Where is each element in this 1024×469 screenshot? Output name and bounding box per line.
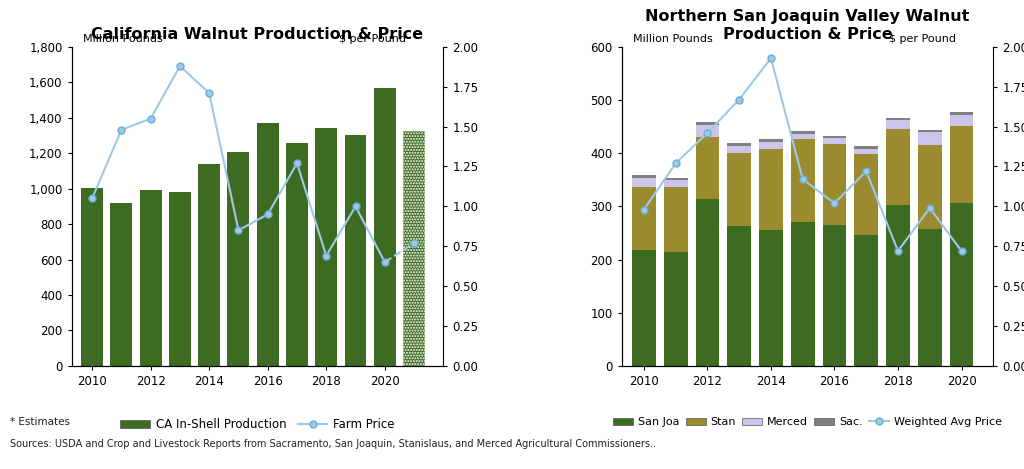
Bar	[918, 229, 942, 366]
Bar	[257, 123, 279, 366]
Bar	[695, 122, 719, 124]
Bar	[664, 180, 687, 187]
Bar	[727, 143, 751, 146]
Bar	[632, 187, 655, 250]
Bar	[791, 134, 815, 139]
Bar	[759, 149, 783, 230]
Text: * Estimates: * Estimates	[10, 417, 71, 427]
Bar	[403, 131, 425, 366]
Bar	[949, 203, 974, 366]
Bar	[854, 146, 879, 149]
Bar	[632, 178, 655, 187]
Bar	[949, 115, 974, 126]
Title: Northern San Joaquin Valley Walnut
Production & Price: Northern San Joaquin Valley Walnut Produ…	[645, 9, 970, 42]
Bar	[791, 139, 815, 222]
Bar	[139, 190, 162, 366]
Bar	[727, 146, 751, 153]
Bar	[664, 187, 687, 251]
Bar	[632, 175, 655, 178]
Bar	[854, 149, 879, 154]
Text: Million Pounds: Million Pounds	[633, 34, 713, 44]
Bar	[949, 126, 974, 203]
Bar	[886, 129, 910, 205]
Bar	[918, 145, 942, 229]
Legend: CA In-Shell Production, Farm Price: CA In-Shell Production, Farm Price	[116, 413, 399, 436]
Bar	[286, 144, 308, 366]
Text: Million Pounds: Million Pounds	[83, 34, 163, 44]
Text: $ per Pound: $ per Pound	[339, 34, 407, 44]
Bar	[632, 250, 655, 366]
Bar	[759, 139, 783, 142]
Bar	[315, 128, 337, 366]
Bar	[822, 138, 847, 144]
Text: Sources: USDA and Crop and Livestock Reports from Sacramento, San Joaquin, Stani: Sources: USDA and Crop and Livestock Rep…	[10, 439, 656, 448]
Bar	[822, 144, 847, 225]
Bar	[227, 152, 250, 366]
Bar	[886, 118, 910, 120]
Bar	[918, 132, 942, 145]
Bar	[918, 130, 942, 132]
Bar	[822, 225, 847, 366]
Bar	[344, 135, 367, 366]
Bar	[822, 136, 847, 138]
Bar	[111, 203, 132, 366]
Text: $ per Pound: $ per Pound	[889, 34, 956, 44]
Bar	[886, 205, 910, 366]
Bar	[791, 131, 815, 134]
Bar	[695, 124, 719, 137]
Bar	[664, 251, 687, 366]
Bar	[695, 199, 719, 366]
Bar	[759, 142, 783, 149]
Title: California Walnut Production & Price: California Walnut Production & Price	[91, 27, 424, 42]
Bar	[854, 154, 879, 235]
Bar	[199, 164, 220, 366]
Bar	[949, 112, 974, 115]
Bar	[695, 137, 719, 199]
Bar	[854, 235, 879, 366]
Bar	[886, 120, 910, 129]
Bar	[791, 222, 815, 366]
Bar	[727, 226, 751, 366]
Bar	[759, 230, 783, 366]
Bar	[664, 178, 687, 180]
Bar	[81, 188, 103, 366]
Bar	[727, 153, 751, 226]
Bar	[374, 88, 395, 366]
Legend: San Joa, Stan, Merced, Sac., Weighted Avg Price: San Joa, Stan, Merced, Sac., Weighted Av…	[608, 413, 1007, 432]
Bar	[169, 192, 190, 366]
